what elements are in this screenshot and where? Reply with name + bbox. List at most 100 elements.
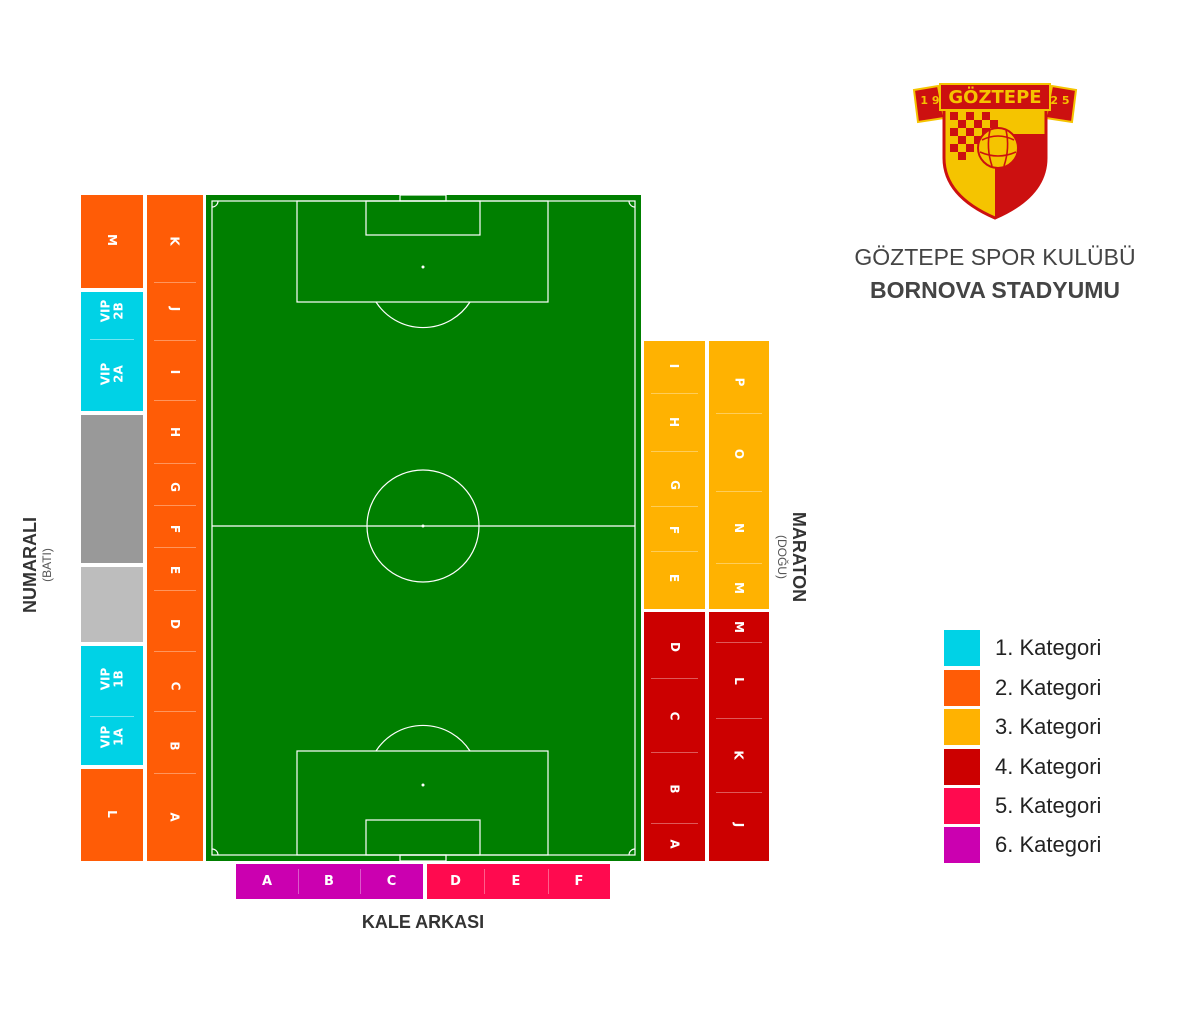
east-outer-cat4: M L K J <box>709 612 769 861</box>
west-inner-section-D[interactable]: D <box>147 617 203 631</box>
east-outer-section-M[interactable]: M <box>709 581 769 595</box>
section-label: I <box>667 363 682 369</box>
west-inner-section-A[interactable]: A <box>147 810 203 824</box>
club-crest-icon <box>912 83 1078 220</box>
section-label: E <box>167 565 182 575</box>
legend-swatch <box>944 788 980 824</box>
legend-swatch <box>944 630 980 666</box>
section-label: J <box>732 822 746 828</box>
section-label: F <box>574 874 584 889</box>
vip-number: 1B <box>110 670 125 688</box>
section-label: A <box>167 812 182 822</box>
goztepe-logo: GÖZTEPE 1 9 2 5 <box>910 78 1080 228</box>
section-label: G <box>167 482 182 492</box>
section-label: J <box>168 306 182 312</box>
east-outer-section-O[interactable]: O <box>709 447 769 461</box>
section-label: A <box>667 839 682 849</box>
west-inner-section-E[interactable]: E <box>147 563 203 577</box>
legend-label: 6. Kategori <box>995 832 1102 857</box>
south-section-C[interactable]: C <box>360 864 423 899</box>
section-label: F <box>167 524 182 534</box>
section-label: K <box>732 750 746 760</box>
east-inner-section-I[interactable]: I <box>644 359 705 373</box>
section-label: B <box>324 874 334 889</box>
east-outer-section-M[interactable]: M <box>709 620 769 634</box>
east-outer-section-P[interactable]: P <box>709 375 769 389</box>
section-label: L <box>732 677 746 685</box>
south-cat6: A B C <box>236 864 423 899</box>
west-inner-stand: K J I H G F E D C B A <box>147 195 203 861</box>
section-label: P <box>731 377 746 387</box>
legend-item-2: 2. Kategori <box>944 670 1101 706</box>
legend-swatch <box>944 670 980 706</box>
vip-label: VIP <box>97 667 112 691</box>
east-inner-section-C[interactable]: C <box>644 709 705 723</box>
legend-label: 1. Kategori <box>995 635 1102 660</box>
west-inner-section-H[interactable]: H <box>147 425 203 439</box>
west-inner-section-F[interactable]: F <box>147 522 203 536</box>
legend-label: 5. Kategori <box>995 793 1102 818</box>
south-section-B[interactable]: B <box>298 864 360 899</box>
south-section-E[interactable]: E <box>484 864 548 899</box>
west-section-vip-2a[interactable]: VIP 2A <box>81 339 143 411</box>
west-section-M[interactable]: M <box>81 195 143 288</box>
south-cat5: D E F <box>427 864 610 899</box>
west-inner-section-G[interactable]: G <box>147 480 203 494</box>
west-stand-subtitle: (BATI) <box>40 548 54 582</box>
east-inner-section-D[interactable]: D <box>644 640 705 654</box>
east-inner-section-E[interactable]: E <box>644 571 705 585</box>
section-label: E <box>667 573 682 583</box>
section-label: M <box>731 621 746 633</box>
vip-number: 2B <box>110 302 125 320</box>
section-label: D <box>168 619 182 629</box>
west-section-vip-1b[interactable]: VIP 1B <box>81 646 143 716</box>
east-inner-section-B[interactable]: B <box>644 782 705 796</box>
section-label: B <box>168 741 182 751</box>
west-section-vip-2b[interactable]: VIP 2B <box>81 292 143 339</box>
east-outer-section-J[interactable]: J <box>709 818 769 832</box>
section-label: D <box>667 642 682 652</box>
legend-item-1: 1. Kategori <box>944 630 1101 666</box>
section-label: E <box>511 874 521 889</box>
west-inner-section-C[interactable]: C <box>147 679 203 693</box>
pitch-markings <box>211 194 636 862</box>
south-section-A[interactable]: A <box>236 864 298 899</box>
west-inner-section-B[interactable]: B <box>147 739 203 753</box>
vip-number: 2A <box>110 365 125 383</box>
legend-label: 3. Kategori <box>995 714 1102 739</box>
east-inner-section-G[interactable]: G <box>644 478 705 492</box>
section-label: C <box>168 681 182 691</box>
west-inner-section-J[interactable]: J <box>147 302 203 316</box>
vip-label: VIP <box>97 725 112 749</box>
legend-swatch <box>944 749 980 785</box>
south-section-F[interactable]: F <box>548 864 610 899</box>
west-section-vip-1a[interactable]: VIP 1A <box>81 716 143 765</box>
section-label: M <box>731 582 746 594</box>
east-outer-section-L[interactable]: L <box>709 674 769 688</box>
east-inner-section-H[interactable]: H <box>644 415 705 429</box>
east-inner-cat3: I H G F E <box>644 341 705 609</box>
stadium-name: BORNOVA STADYUMU <box>869 277 1120 303</box>
east-inner-cat4: D C B A <box>644 612 705 861</box>
section-label: N <box>731 522 746 534</box>
west-inner-section-K[interactable]: K <box>147 234 203 248</box>
east-stand-title: MARATON (DOĞU) <box>769 502 809 612</box>
east-inner-section-F[interactable]: F <box>644 523 705 537</box>
west-stand-name: NUMARALI <box>20 517 40 613</box>
section-label: G <box>667 480 682 490</box>
south-section-D[interactable]: D <box>427 864 484 899</box>
section-label: K <box>168 236 182 246</box>
section-label: H <box>167 426 182 438</box>
football-pitch <box>206 194 641 862</box>
logo-year-right: 2 5 <box>1050 94 1070 107</box>
east-inner-section-A[interactable]: A <box>644 837 705 851</box>
east-stand-subtitle: (DOĞU) <box>775 535 789 579</box>
east-outer-cat3: P O N M <box>709 341 769 609</box>
south-stand-title: KALE ARKASI <box>361 912 485 932</box>
east-outer-section-N[interactable]: N <box>709 521 769 535</box>
west-section-L[interactable]: L <box>81 769 143 861</box>
legend-item-3: 3. Kategori <box>944 709 1101 745</box>
section-label: C <box>667 711 682 721</box>
east-outer-section-K[interactable]: K <box>709 748 769 762</box>
west-inner-section-I[interactable]: I <box>147 365 203 379</box>
